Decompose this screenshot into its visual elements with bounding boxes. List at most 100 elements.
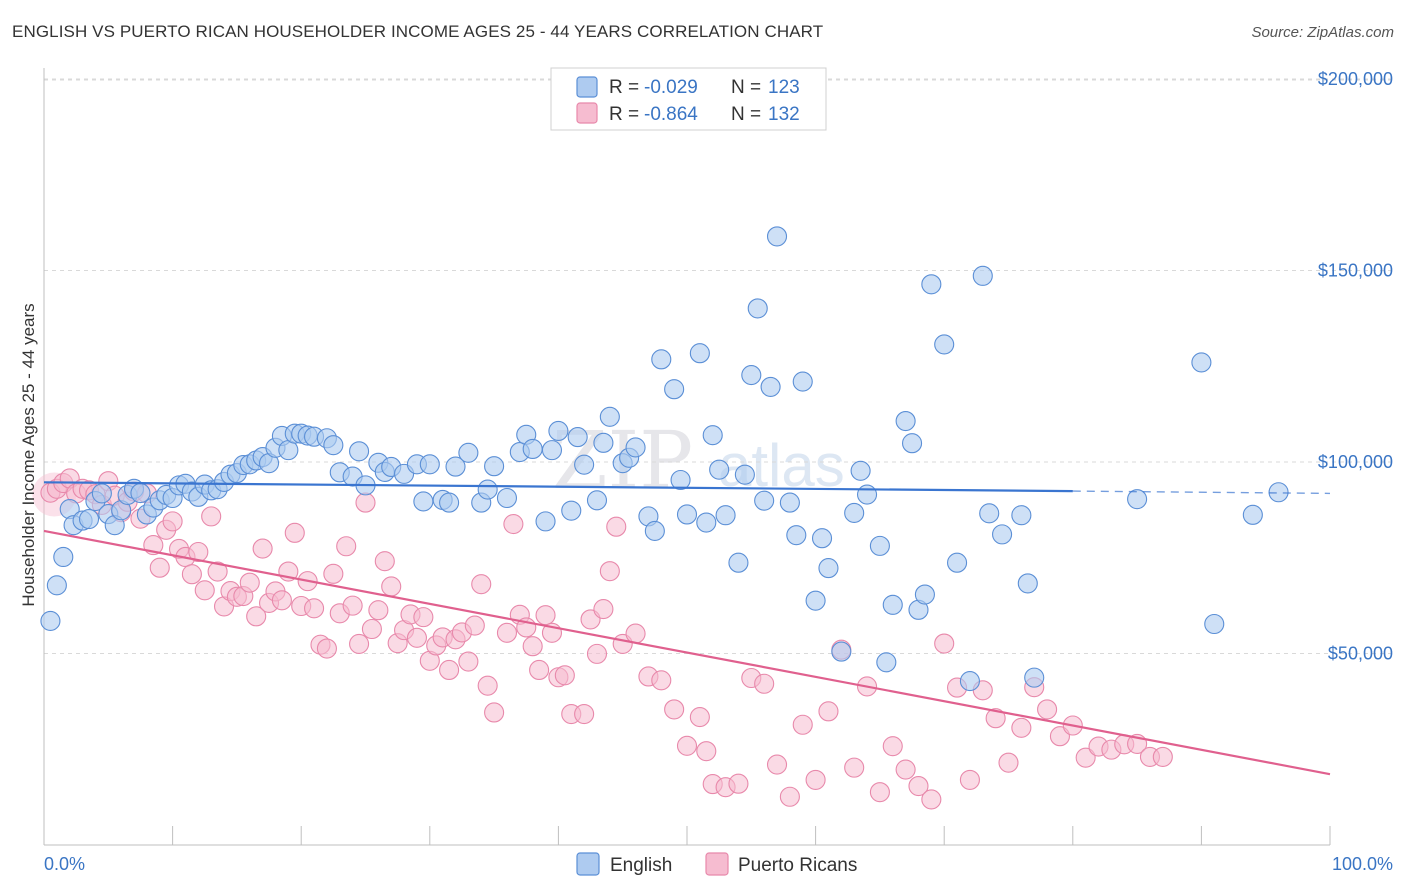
puerto-ricans-point-50 [361,618,382,640]
english-point-91 [741,365,762,386]
english-point-104 [850,460,871,481]
puerto-ricans-point-70 [496,622,518,643]
puerto-ricans-point-84 [593,599,614,620]
bottom-legend-swatch-english [576,852,600,876]
puerto-ricans-point-118 [998,752,1019,773]
puerto-ricans-point-62 [439,659,460,681]
x-tick-label-max: 100.0% [1332,854,1393,874]
puerto-ricans-point-119 [1011,717,1032,738]
puerto-ricans-point-85 [599,561,620,582]
english-point-92 [747,298,768,319]
puerto-ricans-point-94 [696,741,717,762]
puerto-ricans-point-17 [149,557,170,578]
english-point-100 [811,528,833,549]
english-point-85 [696,512,717,533]
puerto-ricans-point-102 [792,714,813,735]
english-point-72 [586,490,608,511]
english-point-123 [1127,489,1148,510]
puerto-ricans-point-99 [754,673,775,694]
puerto-ricans-point-91 [664,699,685,720]
puerto-ricans-point-58 [413,607,434,628]
y-tick-labels: $50,000 $100,000 $150,000 $200,000 [1318,69,1393,664]
english-point-56 [439,492,460,513]
puerto-ricans-point-100 [766,754,788,775]
puerto-ricans-point-111 [908,775,929,797]
english-points [40,226,1289,692]
bottom-legend-puerto-ricans: Puerto Ricans [738,855,857,876]
english-point-14 [130,482,151,504]
puerto-ricans-points [32,468,1173,810]
puerto-ricans-point-93 [689,707,710,728]
english-point-84 [689,343,710,364]
puerto-ricans-point-25 [201,506,222,527]
english-point-116 [959,671,980,692]
english-point-101 [818,558,839,579]
english-point-89 [728,552,749,573]
english-point-46 [349,441,370,462]
english-point-105 [856,484,878,505]
english-point-2 [53,546,74,568]
puerto-ricans-point-47 [342,595,363,616]
puerto-ricans-point-23 [188,541,209,563]
y-tick-label-1: $100,000 [1318,452,1393,472]
puerto-ricans-point-117 [985,708,1006,729]
puerto-ricans-point-83 [586,643,608,664]
puerto-ricans-point-68 [477,675,498,696]
english-point-87 [709,459,730,480]
puerto-ricans-point-76 [535,605,556,626]
puerto-ricans-point-122 [1049,726,1070,747]
english-point-108 [882,594,903,615]
legend-r-value-english: -0.029 [644,77,698,98]
y-tick-label-3: $200,000 [1318,69,1393,89]
legend-swatch-puerto-ricans [576,102,598,124]
puerto-ricans-point-75 [529,659,550,681]
puerto-ricans-point-22 [181,564,202,585]
chart-title: ENGLISH VS PUERTO RICAN HOUSEHOLDER INCO… [12,22,824,41]
puerto-ricans-point-53 [381,576,402,597]
legend-r-value-puerto-ricans: -0.864 [644,104,698,125]
puerto-ricans-point-130 [1152,746,1173,767]
english-point-95 [766,226,788,247]
puerto-ricans-point-112 [921,789,942,810]
puerto-ricans-point-92 [676,735,698,756]
english-point-120 [1011,505,1032,526]
puerto-ricans-point-113 [934,633,955,654]
english-point-93 [754,490,775,511]
puerto-ricans-point-65 [458,651,479,672]
puerto-ricans-point-101 [779,786,800,807]
english-point-58 [458,442,479,463]
puerto-ricans-point-106 [844,757,865,778]
english-trend-line-extension [1072,490,1331,495]
english-point-118 [979,503,1000,524]
legend-n-value-puerto-ricans: 132 [768,104,800,125]
puerto-ricans-point-51 [368,600,389,621]
puerto-ricans-point-71 [503,513,524,535]
english-point-86 [702,425,723,446]
english-point-113 [921,274,942,295]
puerto-ricans-point-24 [194,580,215,601]
english-point-0 [40,610,61,631]
puerto-ricans-point-38 [284,522,305,543]
puerto-ricans-point-97 [728,773,749,794]
english-point-6 [78,509,100,530]
english-point-68 [548,420,569,442]
english-point-54 [419,454,440,475]
puerto-ricans-point-48 [349,633,370,654]
puerto-ricans-point-110 [895,759,916,780]
y-tick-label-0: $50,000 [1328,644,1393,664]
legend-swatch-english [576,76,598,98]
puerto-ricans-point-86 [606,516,627,537]
english-point-70 [567,427,588,448]
english-point-97 [786,525,807,546]
source-label: Source: ZipAtlas.com [1251,24,1394,41]
bottom-legend-swatch-puerto-ricans [705,852,729,876]
english-point-103 [844,502,865,523]
puerto-ricans-point-36 [271,590,292,611]
english-point-53 [413,491,434,512]
english-point-81 [664,379,685,400]
english-point-83 [676,504,698,525]
english-point-121 [1017,573,1038,594]
puerto-ricans-point-103 [805,769,826,790]
y-axis-label: Householder Income Ages 25 - 44 years [19,303,38,606]
